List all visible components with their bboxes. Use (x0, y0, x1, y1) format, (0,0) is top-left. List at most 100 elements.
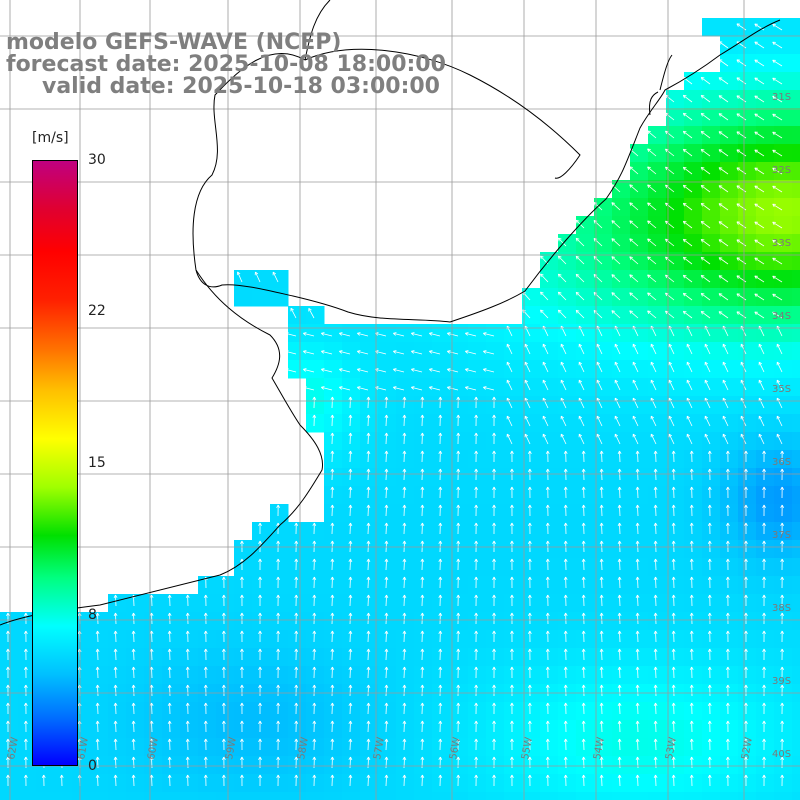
wind-arrow (95, 594, 100, 607)
field-cell (126, 792, 145, 800)
wind-arrow (438, 504, 443, 517)
wind-arrow (578, 379, 585, 391)
wind-arrow (671, 594, 676, 607)
field-cell (756, 504, 775, 523)
wind-arrow (707, 720, 712, 733)
wind-arrow (545, 612, 550, 625)
field-cell (594, 612, 613, 631)
field-cell (360, 792, 379, 800)
wind-arrow (23, 666, 28, 679)
field-cell (756, 774, 775, 793)
field-cell (396, 414, 415, 433)
field-cell (738, 180, 757, 199)
field-cell (792, 72, 800, 91)
wind-arrow (575, 291, 585, 301)
longitude-label: 58W (296, 736, 311, 760)
wind-arrow (131, 666, 136, 679)
longitude-label: 60W (146, 736, 161, 760)
wind-arrow (276, 720, 281, 733)
wind-arrow (744, 468, 748, 481)
wind-arrow (131, 630, 136, 643)
field-cell (540, 756, 559, 775)
field-cell (666, 234, 685, 253)
wind-arrow (599, 594, 604, 607)
wind-arrow (700, 311, 711, 319)
wind-arrow (563, 684, 568, 697)
wind-arrow (474, 630, 479, 643)
field-cell (594, 324, 613, 343)
wind-arrow (438, 630, 443, 643)
field-cell (432, 468, 451, 487)
field-cell (468, 522, 487, 541)
wind-arrow (483, 368, 495, 373)
wind-arrow (772, 239, 783, 247)
field-cell (684, 540, 703, 559)
wind-arrow (524, 361, 531, 373)
wind-arrow (366, 522, 371, 535)
field-cell (684, 738, 703, 757)
field-cell (594, 216, 613, 235)
field-cell (396, 576, 415, 595)
field-cell (666, 342, 685, 361)
wind-arrow (689, 666, 694, 679)
field-cell (450, 594, 469, 613)
colorbar-tick-8: 8 (88, 607, 97, 623)
field-cell (774, 648, 793, 667)
field-cell (450, 576, 469, 595)
field-cell (342, 630, 361, 649)
field-cell (774, 792, 793, 800)
field-cell (288, 612, 307, 631)
field-cell (414, 486, 433, 505)
field-cell (774, 162, 793, 181)
wind-arrow (581, 648, 586, 661)
wind-arrow (780, 684, 785, 697)
field-cell (504, 540, 523, 559)
field-cell (558, 360, 577, 379)
field-cell (540, 738, 559, 757)
field-cell (720, 54, 739, 73)
wind-arrow (725, 486, 730, 499)
field-cell (288, 522, 307, 541)
field-cell (756, 342, 775, 361)
field-cell (450, 738, 469, 757)
field-cell (720, 558, 739, 577)
wind-arrow (668, 343, 675, 355)
field-cell (504, 756, 523, 775)
wind-arrow (545, 594, 550, 607)
field-cell (522, 738, 541, 757)
field-cell (684, 558, 703, 577)
wind-arrow (581, 576, 586, 589)
field-cell (522, 414, 541, 433)
wind-arrow (599, 720, 604, 733)
field-cell (648, 306, 667, 325)
wind-arrow (700, 239, 711, 247)
wind-arrow (348, 414, 353, 427)
field-cell (450, 756, 469, 775)
field-cell (486, 666, 505, 685)
wind-arrow (686, 361, 693, 373)
field-cell (342, 774, 361, 793)
wind-arrow (744, 594, 748, 607)
field-cell (792, 126, 800, 145)
field-cell (504, 378, 523, 397)
field-cell (342, 666, 361, 685)
wind-arrow (689, 738, 694, 751)
wind-arrow (629, 274, 639, 283)
field-cell (702, 270, 721, 289)
wind-arrow (330, 468, 335, 481)
wind-arrow (185, 738, 190, 751)
wind-arrow (540, 291, 549, 301)
wind-arrow (23, 720, 28, 733)
field-cell (486, 468, 505, 487)
field-cell (522, 756, 541, 775)
wind-arrow (581, 594, 586, 607)
field-cell (720, 414, 739, 433)
field-cell (414, 612, 433, 631)
wind-arrow (700, 149, 711, 157)
wind-arrow (617, 522, 622, 535)
wind-arrow (420, 684, 425, 697)
field-cell (450, 486, 469, 505)
wind-arrow (402, 576, 407, 589)
wind-arrow (527, 648, 532, 661)
field-cell (342, 648, 361, 667)
